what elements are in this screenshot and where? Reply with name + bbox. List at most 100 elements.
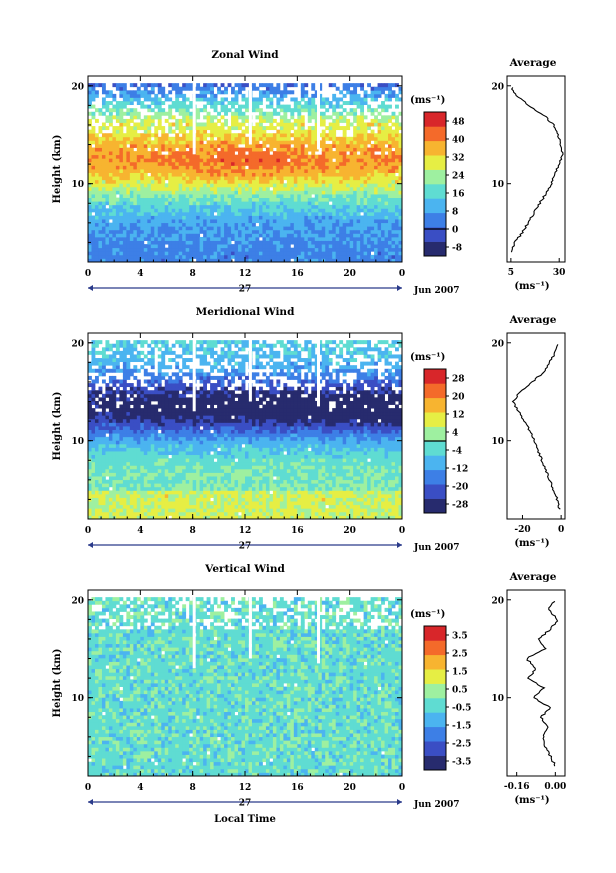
heatmap-cell (374, 118, 378, 123)
heatmap-cell (136, 440, 141, 445)
heatmap-cell (227, 136, 232, 141)
heatmap-cell (304, 215, 309, 220)
heatmap-cell (269, 236, 274, 241)
heatmap-cell (199, 254, 204, 259)
heatmap-cell (279, 133, 284, 138)
heatmap-cell (265, 247, 270, 252)
heatmap-cell (108, 172, 113, 177)
heatmap-cell (94, 443, 99, 448)
heatmap-cell (108, 368, 113, 373)
heatmap-cell (185, 172, 190, 177)
heatmap-cell (119, 86, 124, 91)
heatmap-cell (147, 122, 152, 127)
heatmap-cell (210, 143, 214, 148)
heatmap-cell (328, 104, 333, 109)
heatmap-cell (192, 204, 197, 209)
heatmap-cell (304, 104, 309, 109)
heatmap-cell (88, 172, 92, 177)
heatmap-cell (262, 197, 267, 202)
heatmap-cell (395, 143, 399, 148)
heatmap-cell (147, 226, 152, 231)
heatmap-cell (119, 511, 124, 516)
heatmap-cell (381, 118, 385, 123)
heatmap-cell (325, 151, 330, 156)
heatmap-cell (91, 190, 96, 195)
heatmap-cell (363, 122, 368, 127)
heatmap-cell (94, 350, 99, 355)
heatmap-cell (98, 136, 103, 141)
heatmap-cell (203, 143, 208, 148)
heatmap-cell (206, 161, 211, 166)
heatmap-cell (311, 158, 316, 163)
heatmap-cell (307, 176, 312, 181)
heatmap-cell (189, 254, 194, 259)
x-tick-label: 0 (399, 269, 405, 279)
heatmap-cell (238, 204, 242, 209)
colorbar-tick-label: 48 (452, 118, 465, 128)
heatmap-cell (360, 204, 365, 209)
heatmap-cell (126, 222, 131, 227)
heatmap-cell (269, 86, 274, 91)
heatmap-cell (143, 368, 148, 373)
heatmap-cell (388, 226, 392, 231)
heatmap-cell (276, 147, 281, 152)
heatmap-cell (217, 183, 221, 188)
heatmap-cell (126, 179, 131, 184)
heatmap-cell (101, 408, 106, 413)
heatmap-cell (161, 204, 166, 209)
heatmap-cell (238, 140, 242, 145)
heatmap-cell (217, 90, 221, 95)
heatmap-cell (272, 194, 277, 199)
heatmap-cell (210, 93, 214, 98)
heatmap-cell (279, 204, 284, 209)
heatmap-cell (150, 418, 155, 423)
heatmap-cell (293, 165, 298, 170)
heatmap-cell (356, 104, 361, 109)
heatmap-cell (168, 111, 173, 116)
heatmap-cell (105, 101, 110, 106)
heatmap-cell (157, 90, 162, 95)
heatmap-cell (150, 440, 155, 445)
heatmap-cell (119, 226, 124, 231)
heatmap-cell (265, 104, 270, 109)
heatmap-cell (332, 111, 337, 116)
heatmap-cell (185, 104, 190, 109)
heatmap-cell (129, 343, 134, 348)
heatmap-cell (231, 233, 235, 238)
heatmap-cell (143, 126, 148, 131)
heatmap-cell (395, 244, 399, 249)
heatmap-cell (279, 129, 284, 134)
heatmap-cell (133, 411, 138, 416)
heatmap-cell (119, 447, 124, 452)
heatmap-cell (325, 233, 330, 238)
heatmap-cell (150, 479, 155, 484)
heatmap-cell (388, 215, 392, 220)
heatmap-cell (91, 258, 96, 263)
heatmap-cell (101, 515, 106, 520)
heatmap-cell (196, 244, 201, 249)
heatmap-cell (210, 154, 214, 159)
heatmap-cell (105, 158, 110, 163)
heatmap-cell (101, 240, 106, 245)
heatmap-cell (346, 201, 351, 206)
heatmap-cell (122, 411, 127, 416)
heatmap-cell (126, 440, 131, 445)
heatmap-cell (283, 133, 288, 138)
heatmap-cell (129, 108, 134, 113)
heatmap-cell (217, 197, 221, 202)
heatmap-cell (367, 204, 371, 209)
heatmap-cell (224, 201, 228, 206)
heatmap-cell (391, 229, 396, 234)
heatmap-cell (94, 161, 99, 166)
heatmap-cell (342, 126, 347, 131)
heatmap-cell (101, 486, 106, 491)
heatmap-cell (370, 176, 375, 181)
heatmap-cell (122, 440, 127, 445)
heatmap-cell (140, 508, 145, 513)
heatmap-cell (175, 226, 180, 231)
heatmap-cell (136, 169, 141, 173)
heatmap-cell (356, 158, 361, 163)
heatmap-cell (339, 158, 344, 163)
heatmap-cell (304, 236, 309, 241)
heatmap-cell (395, 219, 399, 224)
